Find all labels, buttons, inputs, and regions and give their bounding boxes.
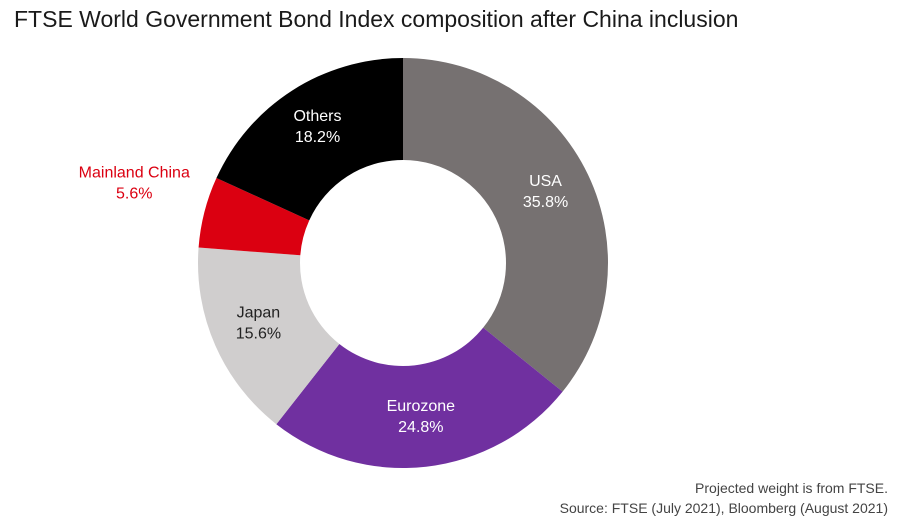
- slice-label-usa: USA: [529, 173, 562, 190]
- slice-value-eurozone: 24.8%: [398, 419, 443, 436]
- slice-japan: [197, 247, 340, 425]
- chart-title: FTSE World Government Bond Index composi…: [14, 6, 739, 32]
- slice-mainland-china: [198, 178, 310, 256]
- slice-eurozone: [276, 327, 563, 468]
- slice-value-others: 18.2%: [295, 129, 340, 146]
- slice-label-japan: Japan: [237, 305, 281, 322]
- slice-others: [216, 58, 403, 221]
- chart-notes: Projected weight is from FTSE. Source: F…: [560, 478, 888, 518]
- slice-value-japan: 15.6%: [236, 326, 281, 343]
- source-note: Source: FTSE (July 2021), Bloomberg (Aug…: [559, 500, 888, 516]
- slice-value-usa: 35.8%: [523, 194, 568, 211]
- projection-note: Projected weight is from FTSE.: [695, 480, 888, 496]
- slice-label-mainland-china: Mainland China: [79, 165, 190, 182]
- slice-label-eurozone: Eurozone: [387, 398, 456, 415]
- slice-label-others: Others: [293, 108, 341, 125]
- slice-usa: [403, 58, 609, 392]
- slice-value-mainland-china: 5.6%: [116, 186, 152, 203]
